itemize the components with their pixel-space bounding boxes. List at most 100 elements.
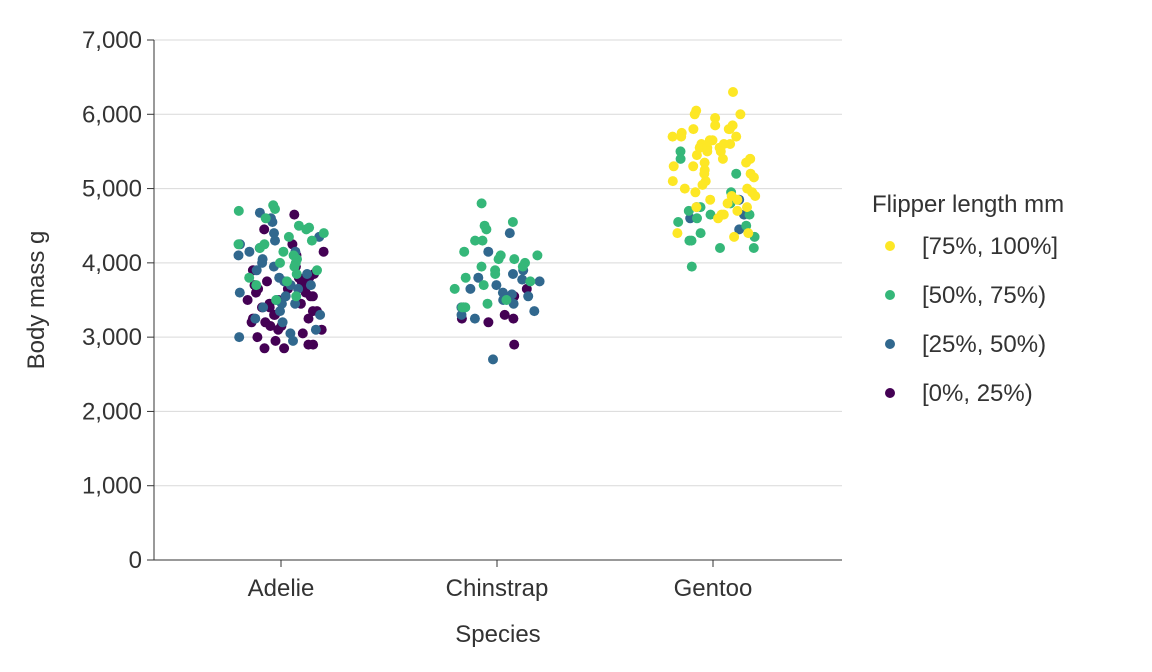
data-point (688, 161, 699, 172)
y-tick-label: 0 (129, 547, 142, 574)
data-point (501, 295, 512, 305)
data-point (667, 176, 678, 187)
data-point (675, 153, 686, 164)
data-point (493, 254, 504, 265)
data-point (741, 157, 752, 168)
data-point (449, 283, 460, 294)
data-point (305, 291, 316, 302)
data-point (269, 228, 279, 239)
data-point (303, 313, 314, 324)
data-point (251, 265, 262, 276)
y-tick-label: 2,000 (82, 398, 142, 425)
data-point (469, 313, 480, 324)
data-point (297, 328, 308, 339)
data-point (507, 217, 518, 227)
data-point (699, 157, 710, 168)
legend-label: [75%, 100%] (922, 233, 1058, 260)
data-point (233, 205, 244, 216)
data-point (282, 276, 292, 287)
data-point (293, 220, 304, 231)
data-point (705, 209, 716, 220)
data-point (280, 291, 291, 302)
legend-title: Flipper length mm (872, 191, 1064, 218)
data-point (689, 109, 700, 120)
data-point (315, 309, 326, 320)
data-point (260, 213, 271, 224)
data-point (673, 217, 684, 227)
legend-label: [25%, 50%) (922, 331, 1046, 358)
data-point (675, 146, 686, 157)
x-tick-label: Gentoo (674, 575, 753, 602)
data-point (273, 324, 284, 335)
data-point (318, 246, 329, 257)
x-tick-label: Chinstrap (446, 575, 549, 602)
y-tick-label: 6,000 (82, 101, 142, 128)
data-point (508, 269, 518, 279)
data-point (691, 202, 702, 213)
data-point (473, 272, 484, 283)
legend: Flipper length mm [75%, 100%] [50%, 75%) [… (872, 191, 1064, 407)
data-point (679, 183, 690, 194)
data-point (476, 261, 487, 272)
data-point (259, 343, 270, 354)
data-point (277, 317, 288, 328)
data-point (265, 321, 276, 331)
data-point (723, 124, 734, 135)
data-point (251, 280, 262, 291)
data-point (668, 161, 679, 172)
data-point (695, 228, 706, 239)
data-point (460, 272, 471, 283)
data-point (279, 343, 290, 354)
data-point (731, 168, 742, 179)
data-point (742, 202, 752, 213)
data-point (508, 313, 519, 324)
legend-label: [50%, 75%) (922, 282, 1046, 309)
y-tick-label: 4,000 (82, 250, 142, 277)
data-point (481, 224, 492, 235)
data-point (459, 246, 470, 257)
data-point (470, 235, 481, 246)
data-point (250, 313, 261, 324)
data-point (285, 328, 296, 339)
data-point (743, 228, 754, 239)
data-point (667, 131, 678, 142)
data-point (251, 287, 261, 298)
data-point (271, 295, 282, 305)
data-point (688, 124, 699, 135)
data-point (283, 231, 294, 242)
data-point (710, 120, 721, 131)
data-point (697, 179, 708, 190)
legend-label: [0%, 25%) (922, 380, 1033, 407)
data-point (460, 302, 471, 313)
data-point (683, 205, 694, 216)
data-point (491, 280, 502, 291)
data-point (291, 269, 302, 279)
data-point (259, 224, 270, 235)
data-point (717, 153, 728, 164)
data-point (686, 261, 697, 272)
data-point (534, 276, 545, 287)
data-point (713, 213, 724, 224)
data-point (521, 283, 532, 294)
data-point (476, 198, 487, 209)
data-point (291, 291, 302, 302)
data-point (465, 283, 476, 294)
x-axis-title: Species (455, 621, 540, 648)
data-point (275, 306, 285, 317)
data-point (289, 209, 300, 220)
data-point (252, 332, 263, 343)
data-point (517, 261, 528, 272)
data-point (490, 269, 501, 279)
data-point (715, 243, 725, 253)
data-point (735, 109, 746, 120)
data-point (483, 246, 494, 257)
data-point (234, 332, 245, 343)
data-point (532, 250, 543, 261)
data-point (456, 309, 467, 320)
data-point (257, 257, 268, 268)
data-point (301, 224, 312, 235)
data-point (306, 235, 317, 246)
y-tick-label: 1,000 (82, 473, 142, 500)
data-point (478, 280, 489, 291)
